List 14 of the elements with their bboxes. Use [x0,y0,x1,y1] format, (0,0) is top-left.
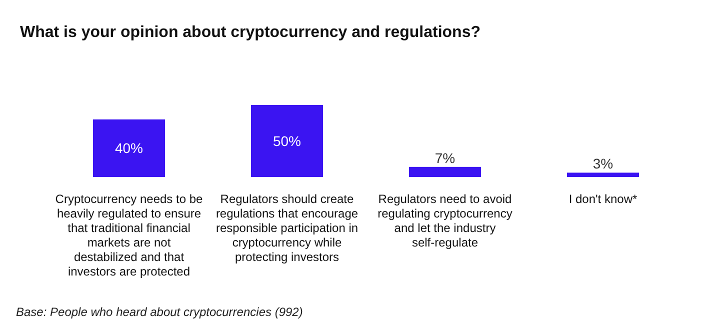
bar [93,119,165,177]
data-label: 3% [592,156,614,172]
data-label: 40% [114,140,144,156]
data-label: 50% [272,133,302,149]
bar [409,166,481,177]
x-tick-label: Cryptocurrency needs to be heavily regulated to ensure that traditional financial markets are not destabilized and that investors are protected [55,192,204,278]
x-tick-label: I don't know* [568,192,638,206]
chart-title: What is your opinion about cryptocurrency and regulations? [20,24,480,41]
text: Base: People who heard about cryptocurrencies (992) [16,305,303,319]
bar [567,172,639,177]
x-tick-label: Regulators should create regulations that encourage responsible participation in cryptocurrency while protecting investors [216,192,358,264]
bar [251,105,323,177]
x-tick-label: Regulators need to avoid regulating cryptocurrency and let the industry self-regulate [378,192,512,250]
data-label: 7% [434,150,456,166]
